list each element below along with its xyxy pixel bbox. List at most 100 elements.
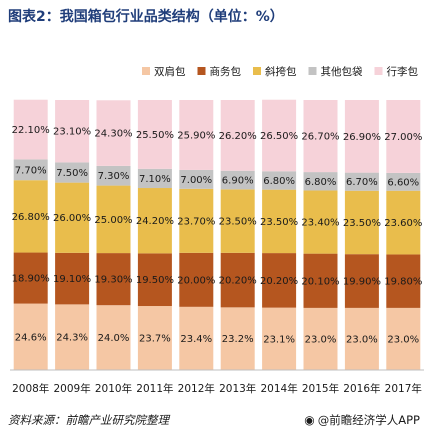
bar-segment <box>386 172 421 191</box>
data-label: 6.90% <box>222 176 254 187</box>
x-tick-label: 2010年 <box>95 382 132 395</box>
x-tick-label: 2014年 <box>260 382 297 395</box>
data-label: 26.70% <box>301 132 339 143</box>
x-tick-label: 2009年 <box>53 382 90 395</box>
data-label: 23.0% <box>346 334 378 345</box>
bar-segment <box>55 162 90 183</box>
data-label: 23.1% <box>263 334 295 345</box>
bar-segment <box>13 252 48 304</box>
bar-segment <box>220 170 255 190</box>
data-label: 19.90% <box>343 277 381 288</box>
bar-segment <box>344 172 379 191</box>
footer-brand-text: @前瞻经济学人APP <box>317 413 420 427</box>
bar-segment <box>303 190 338 254</box>
x-tick-label: 2012年 <box>178 382 215 395</box>
x-tick-label: 2008年 <box>12 382 49 395</box>
bar-segment <box>303 253 338 308</box>
data-label: 23.50% <box>260 217 298 228</box>
data-label: 20.00% <box>177 275 215 286</box>
bar-segment <box>303 307 338 370</box>
bar-segment <box>55 252 90 305</box>
legend-swatch <box>197 67 206 75</box>
data-label: 24.20% <box>136 216 174 227</box>
bar-segment <box>220 189 255 253</box>
bar-segment <box>13 159 48 181</box>
data-label: 23.0% <box>305 334 337 345</box>
footer-source: 资料来源：前瞻产业研究院整理 <box>8 413 169 427</box>
data-label: 6.70% <box>346 177 378 188</box>
data-label: 19.10% <box>53 274 91 285</box>
bar-segment <box>96 165 131 186</box>
data-label: 25.00% <box>94 215 132 226</box>
data-label: 7.50% <box>56 168 88 179</box>
bar-segment <box>96 305 131 370</box>
bar-segment <box>344 100 379 173</box>
data-label: 25.90% <box>177 130 215 141</box>
data-label: 23.40% <box>301 218 339 229</box>
x-tick-label: 2013年 <box>219 382 256 395</box>
data-label: 24.30% <box>94 129 132 140</box>
bar-segment <box>179 169 214 189</box>
bar-segment <box>262 307 297 370</box>
bar-segment <box>137 100 172 169</box>
data-label: 22.10% <box>12 125 50 136</box>
footer-brand: ◉ @前瞻经济学人APP <box>304 412 420 428</box>
data-label: 23.10% <box>53 127 91 138</box>
bar-segment <box>13 303 48 370</box>
data-label: 7.10% <box>139 174 171 185</box>
bar-segment <box>96 100 131 166</box>
data-label: 6.60% <box>387 177 419 188</box>
data-label: 26.00% <box>53 213 91 224</box>
bar-segment <box>262 189 297 254</box>
bar-segment <box>55 182 90 253</box>
weibo-icon: ◉ <box>304 413 315 427</box>
chart-title: 图表2：我国箱包行业品类结构（单位：%） <box>8 9 284 25</box>
data-label: 7.00% <box>180 175 212 186</box>
data-label: 19.50% <box>136 275 174 286</box>
bar-segment <box>13 180 48 253</box>
bar-segment <box>13 99 48 160</box>
legend: 双肩包 商务包 斜挎包 其他包袋 行李包 <box>142 65 418 78</box>
bar-segment <box>344 307 379 370</box>
data-label: 23.50% <box>343 218 381 229</box>
bar-segment <box>386 254 421 308</box>
bar-segment <box>55 100 90 163</box>
bar-segment <box>262 171 297 190</box>
bar-segment <box>179 252 214 307</box>
bar-segment <box>55 304 90 370</box>
bar-segment <box>179 188 214 253</box>
x-tick-label: 2011年 <box>136 382 173 395</box>
data-label: 20.10% <box>301 276 339 287</box>
bar-segment <box>179 306 214 370</box>
bar-segment <box>137 306 172 370</box>
data-label: 24.6% <box>15 332 47 343</box>
legend-swatch <box>142 67 150 75</box>
bar-segment <box>303 100 338 173</box>
x-tick-label: 2017年 <box>385 382 422 395</box>
x-tick-labels: 2008年 2009年 2010年 2011年 2012年 2013年 2014年 2015年… <box>12 382 422 395</box>
legend-swatch <box>308 67 317 75</box>
legend-label: 双肩包 <box>154 65 186 78</box>
legend-label: 行李包 <box>387 65 419 78</box>
bar-segment <box>386 190 421 255</box>
data-label: 23.4% <box>180 334 212 345</box>
bar-segment <box>137 253 172 307</box>
data-label: 27.00% <box>384 132 422 143</box>
data-label: 18.90% <box>12 274 50 285</box>
bar-segment <box>137 168 172 189</box>
data-label: 20.20% <box>260 276 298 287</box>
legend-label: 斜挎包 <box>265 65 297 78</box>
data-label: 26.90% <box>343 132 381 143</box>
data-label: 23.50% <box>219 217 257 228</box>
data-label: 23.7% <box>139 334 171 345</box>
data-label: 23.2% <box>222 334 254 345</box>
legend-swatch <box>253 67 261 75</box>
bar-segment <box>96 253 131 306</box>
legend-swatch <box>374 67 383 75</box>
data-label: 6.80% <box>263 176 295 187</box>
x-tick-label: 2015年 <box>302 382 339 395</box>
data-label: 23.60% <box>384 218 422 229</box>
bar-segment <box>137 188 172 254</box>
data-label: 24.0% <box>98 333 130 344</box>
